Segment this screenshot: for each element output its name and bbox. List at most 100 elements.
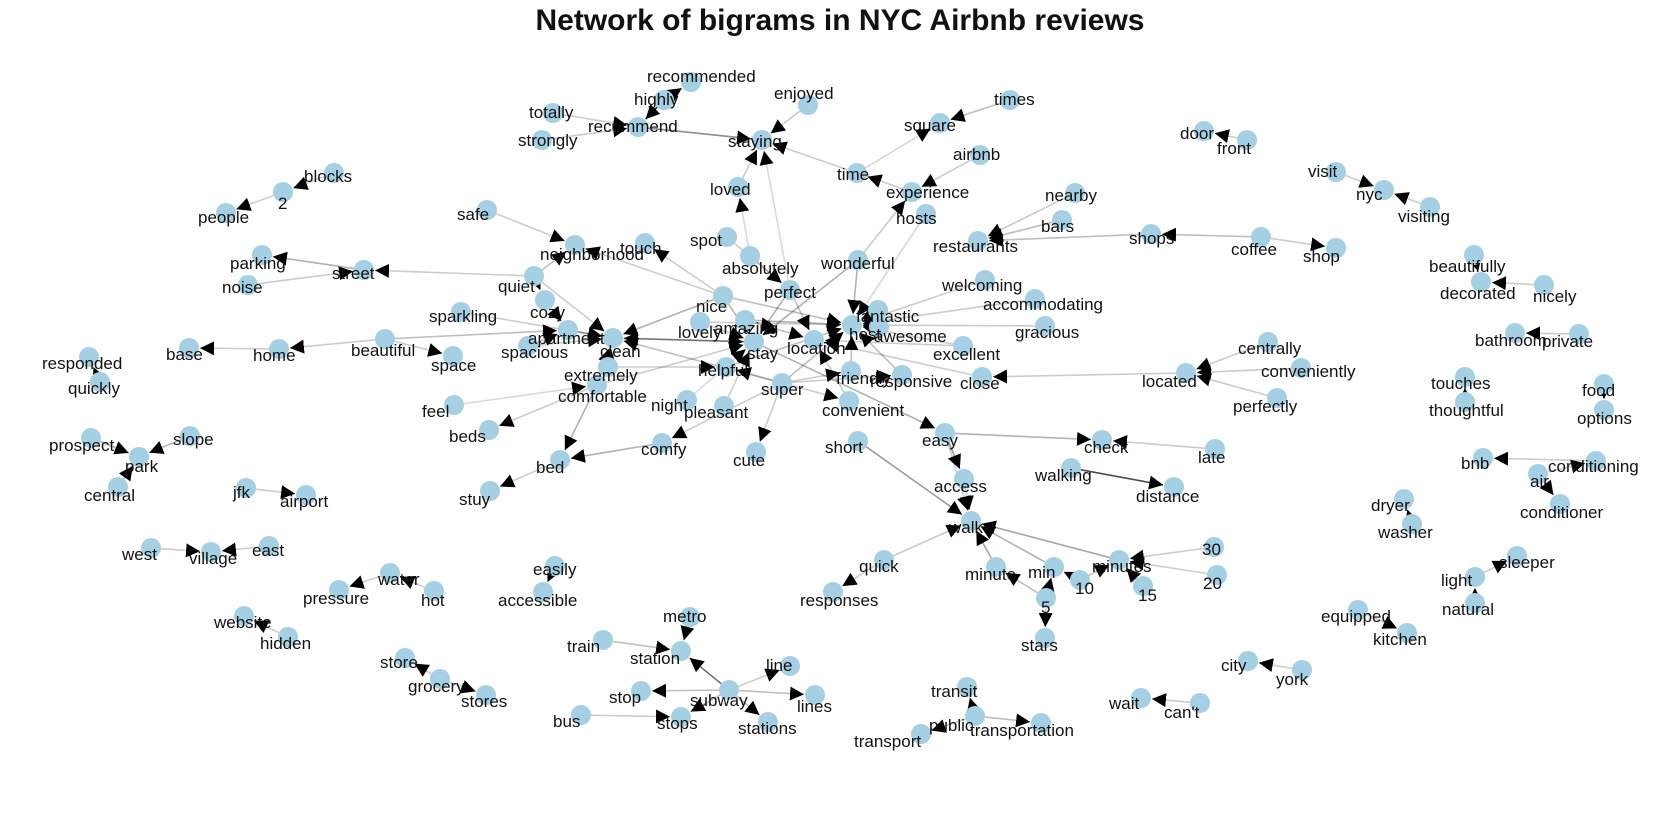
node-label-stuy: stuy [459, 490, 491, 509]
edge-super-helpful [736, 367, 773, 382]
node-parking [252, 245, 272, 265]
edge-quickly-responded [92, 366, 106, 383]
node-absolutely [740, 246, 760, 266]
node-front [1237, 130, 1257, 150]
node-label-15: 15 [1138, 586, 1157, 605]
node-coffee [1251, 227, 1271, 247]
node-label-safe: safe [457, 205, 489, 224]
node-friendly [841, 361, 861, 381]
node-food [1594, 374, 1614, 394]
node-stops [671, 707, 691, 727]
node-label-home: home [253, 346, 296, 365]
edge-water-pressure [349, 575, 381, 589]
edge-home-base [199, 341, 270, 356]
node-label-coffee: coffee [1231, 240, 1277, 259]
edge-can't-wait [1151, 693, 1191, 708]
node-label-nice: nice [696, 297, 727, 316]
node-label-stops: stops [657, 714, 698, 733]
node-label-experience: experience [886, 183, 969, 202]
node-label-short: short [825, 438, 863, 457]
edge-apartment-clean [577, 326, 603, 341]
node-label-20: 20 [1203, 574, 1222, 593]
node-label-walk: walk [948, 518, 984, 537]
node-label-city: city [1221, 656, 1247, 675]
edge-feel-comfortable [463, 381, 587, 405]
node-label-close: close [960, 374, 1000, 393]
edge-easy-access [947, 441, 961, 470]
node-label-friendly: friendly [836, 369, 891, 388]
node-restaurants [968, 231, 988, 251]
edge-east-village [221, 542, 260, 557]
edge-jfk-airport [255, 485, 296, 500]
node-label-bathroom: bathroom [1475, 331, 1547, 350]
node-label-recommend: recommend [588, 117, 678, 136]
node-line [780, 656, 800, 676]
node-label-transportation: transportation [970, 721, 1074, 740]
node-natural [1465, 593, 1485, 613]
node-label-staying: staying [728, 132, 782, 151]
node-hot [424, 581, 444, 601]
edge-located-close [992, 369, 1177, 384]
node-clean [603, 328, 623, 348]
node-strongly [532, 130, 552, 150]
node-20 [1207, 565, 1227, 585]
node-label-airbnb: airbnb [953, 145, 1000, 164]
node-label-totally: totally [529, 103, 574, 122]
node-beds [479, 420, 499, 440]
edge-super-convenient [791, 384, 839, 402]
node-touches [1455, 367, 1475, 387]
node-loved [728, 177, 748, 197]
node-door [1194, 121, 1214, 141]
node-label-absolutely: absolutely [722, 259, 799, 278]
node-label-pressure: pressure [303, 589, 369, 608]
node-label-washer: washer [1377, 523, 1433, 542]
node-late [1205, 439, 1225, 459]
node-night [677, 390, 697, 410]
node-label-spot: spot [690, 231, 722, 250]
node-conveniently [1291, 358, 1311, 378]
edge-hosts-host [857, 221, 922, 317]
node-label-time: time [837, 165, 869, 184]
edge-nice-touch [653, 248, 716, 292]
node-easy [935, 423, 955, 443]
node-city [1238, 651, 1258, 671]
edge-recommend-staying [647, 127, 752, 145]
edge-10-minutes [1088, 564, 1110, 578]
node-label-comfortable: comfortable [558, 387, 647, 406]
node-label-lovely: lovely [678, 323, 722, 342]
edge-15-minutes [1125, 567, 1142, 584]
node-apartment [558, 320, 578, 340]
node-wait [1131, 688, 1151, 708]
node-gracious [1035, 316, 1055, 336]
node-label-website: website [213, 613, 272, 632]
edge-grocery-stores [449, 680, 476, 694]
node-label-excellent: excellent [933, 345, 1000, 364]
node-layer: recommended highly totally recommend strongl… [42, 67, 1639, 751]
node-super [772, 373, 792, 393]
node-neighborhood [565, 235, 585, 255]
node-label-york: york [1276, 670, 1309, 689]
node-label-shop: shop [1303, 247, 1340, 266]
node-station [671, 641, 691, 661]
node-beautifully [1464, 245, 1484, 265]
node-staying [752, 130, 772, 150]
node-label-location: location [787, 339, 846, 358]
node-label-minute: minute [965, 565, 1016, 584]
node-base [179, 338, 199, 358]
node-label-convenient: convenient [822, 401, 905, 420]
node-equipped [1348, 600, 1368, 620]
node-label-metro: metro [663, 607, 706, 626]
edge-highly-recommended [666, 87, 683, 102]
node-grocery [430, 669, 450, 689]
node-label-jfk: jfk [232, 483, 251, 502]
node-label-lines: lines [797, 697, 832, 716]
node-label-responsive: responsive [870, 372, 952, 391]
node-label-conditioning: conditioning [1548, 457, 1639, 476]
node-east [259, 536, 279, 556]
node-label-central: central [84, 486, 135, 505]
edge-gracious-host [862, 318, 1036, 333]
node-airbnb [970, 145, 990, 165]
node-prospect [81, 428, 101, 448]
node-label-night: night [651, 396, 688, 415]
edge-clean-stay [622, 334, 744, 349]
